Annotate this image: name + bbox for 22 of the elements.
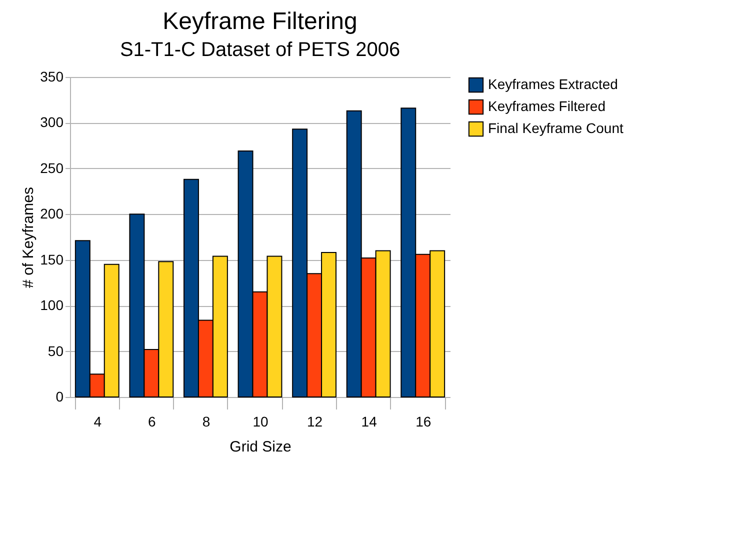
y-tick-label: 200 bbox=[40, 206, 64, 222]
x-tick-label: 12 bbox=[306, 414, 323, 430]
x-axis-title: Grid Size bbox=[230, 438, 292, 456]
y-tick-label: 250 bbox=[40, 160, 64, 176]
legend-label: Keyframes Filtered bbox=[488, 98, 606, 114]
legend-label: Keyframes Extracted bbox=[488, 76, 618, 92]
x-tick-label: 4 bbox=[94, 414, 102, 430]
y-axis-title: # of Keyframes bbox=[20, 187, 38, 288]
chart-title: Keyframe Filtering bbox=[162, 8, 358, 35]
y-tick-label: 0 bbox=[56, 388, 64, 404]
x-tick-label: 14 bbox=[361, 414, 378, 430]
y-tick-label: 350 bbox=[40, 68, 64, 84]
y-tick-label: 100 bbox=[40, 297, 64, 314]
chart-subtitle: S1-T1-C Dataset of PETS 2006 bbox=[120, 39, 400, 61]
y-tick-label: 150 bbox=[40, 251, 64, 268]
y-tick-label: 300 bbox=[40, 114, 64, 130]
y-tick-label: 50 bbox=[48, 342, 64, 359]
x-tick-label: 10 bbox=[252, 414, 268, 430]
x-tick-label: 6 bbox=[148, 414, 156, 430]
x-tick-label: 8 bbox=[202, 414, 210, 430]
legend-label: Final Keyframe Count bbox=[488, 120, 624, 136]
x-tick-label: 16 bbox=[416, 414, 432, 430]
